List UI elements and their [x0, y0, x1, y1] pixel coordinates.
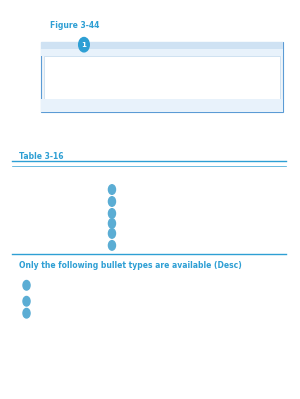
Circle shape — [23, 296, 30, 306]
FancyBboxPatch shape — [44, 56, 280, 99]
FancyBboxPatch shape — [41, 42, 283, 49]
Text: 1: 1 — [82, 41, 86, 48]
FancyBboxPatch shape — [41, 42, 283, 112]
FancyBboxPatch shape — [41, 99, 283, 112]
Circle shape — [108, 219, 116, 228]
Circle shape — [108, 209, 116, 218]
Circle shape — [108, 185, 116, 194]
Text: Table 3-16: Table 3-16 — [19, 152, 64, 161]
FancyBboxPatch shape — [41, 49, 283, 56]
Circle shape — [108, 229, 116, 238]
Text: Only the following bullet types are available (Desc): Only the following bullet types are avai… — [19, 261, 242, 270]
Text: Figure 3-44: Figure 3-44 — [50, 22, 100, 30]
Circle shape — [23, 308, 30, 318]
Circle shape — [79, 38, 89, 52]
Circle shape — [23, 280, 30, 290]
Circle shape — [108, 241, 116, 250]
Circle shape — [108, 197, 116, 206]
